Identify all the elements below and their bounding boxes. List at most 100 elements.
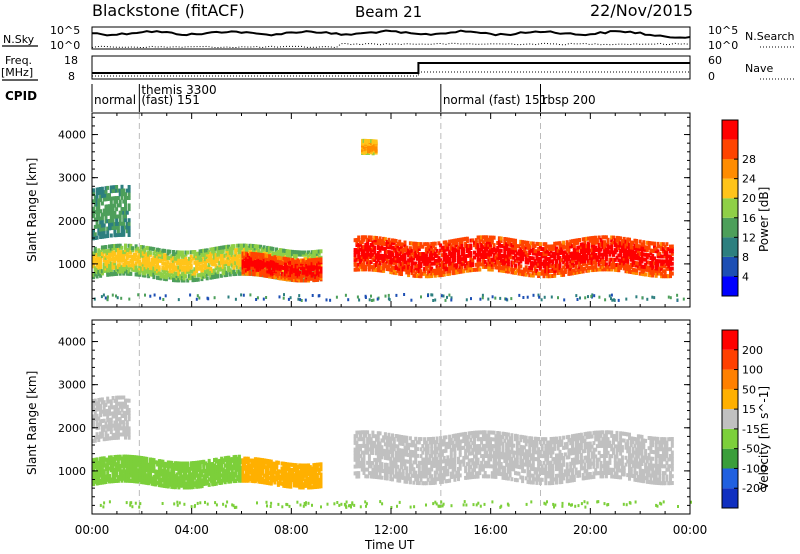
echo-cell bbox=[202, 255, 206, 260]
echo-cell bbox=[257, 462, 261, 467]
echo-cell bbox=[565, 240, 569, 245]
echo-cell bbox=[124, 225, 127, 230]
echo-cell bbox=[497, 256, 501, 260]
echo-cell bbox=[469, 258, 473, 263]
echo-cell bbox=[141, 262, 145, 267]
freq-tick-bottom: 8 bbox=[68, 70, 75, 83]
echo-cell bbox=[102, 249, 106, 254]
echo-cell bbox=[606, 250, 610, 255]
echo-cell bbox=[145, 473, 149, 478]
echo-cell bbox=[638, 244, 642, 249]
echo-cell bbox=[367, 255, 371, 260]
echo-cell bbox=[444, 242, 448, 247]
echo-cell bbox=[221, 254, 225, 259]
echo-cell bbox=[478, 247, 482, 252]
echo-cell bbox=[424, 266, 428, 271]
echo-cell bbox=[150, 272, 154, 277]
echo-cell bbox=[271, 264, 275, 269]
echo-cell bbox=[157, 267, 161, 272]
echo-cell bbox=[148, 246, 152, 251]
echo-cell bbox=[407, 270, 411, 275]
echo-cell bbox=[665, 247, 669, 252]
echo-cell bbox=[97, 202, 101, 207]
echo-cell bbox=[93, 195, 97, 200]
echo-cell bbox=[122, 207, 126, 211]
echo-cell bbox=[437, 251, 441, 256]
echo-cell bbox=[538, 259, 542, 264]
echo-cell bbox=[234, 479, 238, 483]
echo-cell bbox=[581, 259, 585, 264]
echo-cell bbox=[129, 454, 133, 459]
echo-cell bbox=[216, 257, 220, 262]
echo-cell bbox=[624, 249, 628, 254]
echo-cell bbox=[230, 263, 234, 268]
echo-cell bbox=[93, 270, 97, 275]
echo-cell bbox=[661, 242, 665, 247]
echo-cell bbox=[132, 267, 136, 272]
echo-cell bbox=[524, 260, 528, 265]
echo-cell bbox=[387, 240, 391, 245]
echo-cell bbox=[435, 253, 439, 258]
echo-cell bbox=[140, 478, 144, 483]
echo-cell bbox=[505, 297, 508, 301]
echo-cell bbox=[255, 298, 258, 301]
echo-cell bbox=[465, 266, 469, 271]
echo-cell bbox=[170, 269, 174, 274]
echo-cell bbox=[549, 254, 553, 259]
echo-cell bbox=[248, 243, 252, 248]
echo-cell bbox=[606, 264, 610, 269]
echo-cell bbox=[143, 256, 147, 261]
echo-cell bbox=[448, 261, 452, 266]
echo-cell bbox=[156, 480, 160, 485]
echo-cell bbox=[138, 465, 142, 469]
echo-cell bbox=[212, 272, 216, 277]
echo-cell bbox=[246, 265, 250, 270]
echo-cell bbox=[533, 249, 537, 254]
echo-cell bbox=[626, 242, 630, 247]
echo-cell bbox=[357, 245, 361, 250]
echo-cell bbox=[116, 296, 119, 300]
echo-cell bbox=[134, 263, 138, 268]
echo-cell bbox=[118, 265, 122, 270]
echo-cell bbox=[576, 245, 580, 250]
echo-cell bbox=[148, 265, 152, 270]
echo-cell bbox=[124, 267, 127, 272]
echo-cell bbox=[403, 265, 407, 270]
echo-cell bbox=[109, 248, 113, 253]
echo-cell bbox=[246, 468, 250, 473]
echo-cell bbox=[93, 199, 97, 203]
echo-cell bbox=[360, 250, 364, 255]
echo-cell bbox=[136, 270, 140, 275]
echo-cell bbox=[644, 245, 648, 250]
echo-cell bbox=[417, 261, 421, 266]
echo-cell bbox=[433, 258, 437, 263]
echo-cell bbox=[253, 272, 257, 277]
echo-cell bbox=[588, 261, 592, 265]
echo-region bbox=[241, 251, 323, 283]
echo-cell bbox=[220, 473, 224, 478]
echo-cell bbox=[299, 250, 303, 255]
echo-cell bbox=[571, 261, 574, 266]
echo-cell bbox=[285, 262, 289, 267]
echo-cell bbox=[198, 260, 202, 265]
echo-cell bbox=[209, 260, 213, 265]
echo-cell bbox=[93, 251, 97, 256]
echo-cell bbox=[505, 254, 509, 259]
echo-cell bbox=[567, 267, 571, 271]
echo-cell bbox=[198, 460, 202, 465]
echo-cell bbox=[603, 235, 607, 240]
echo-cell bbox=[310, 267, 314, 272]
echo-cell bbox=[93, 236, 97, 240]
echo-cell bbox=[535, 249, 539, 254]
echo-cell bbox=[660, 242, 664, 247]
echo-cell bbox=[585, 246, 589, 251]
echo-cell bbox=[141, 260, 145, 265]
echo-cell bbox=[145, 265, 149, 270]
echo-cell bbox=[108, 257, 111, 262]
echo-cell bbox=[387, 255, 391, 259]
echo-cell bbox=[269, 246, 273, 251]
echo-cell bbox=[453, 248, 457, 253]
echo-cell bbox=[141, 471, 145, 476]
echo-cell bbox=[574, 255, 578, 260]
echo-cell bbox=[665, 242, 669, 247]
